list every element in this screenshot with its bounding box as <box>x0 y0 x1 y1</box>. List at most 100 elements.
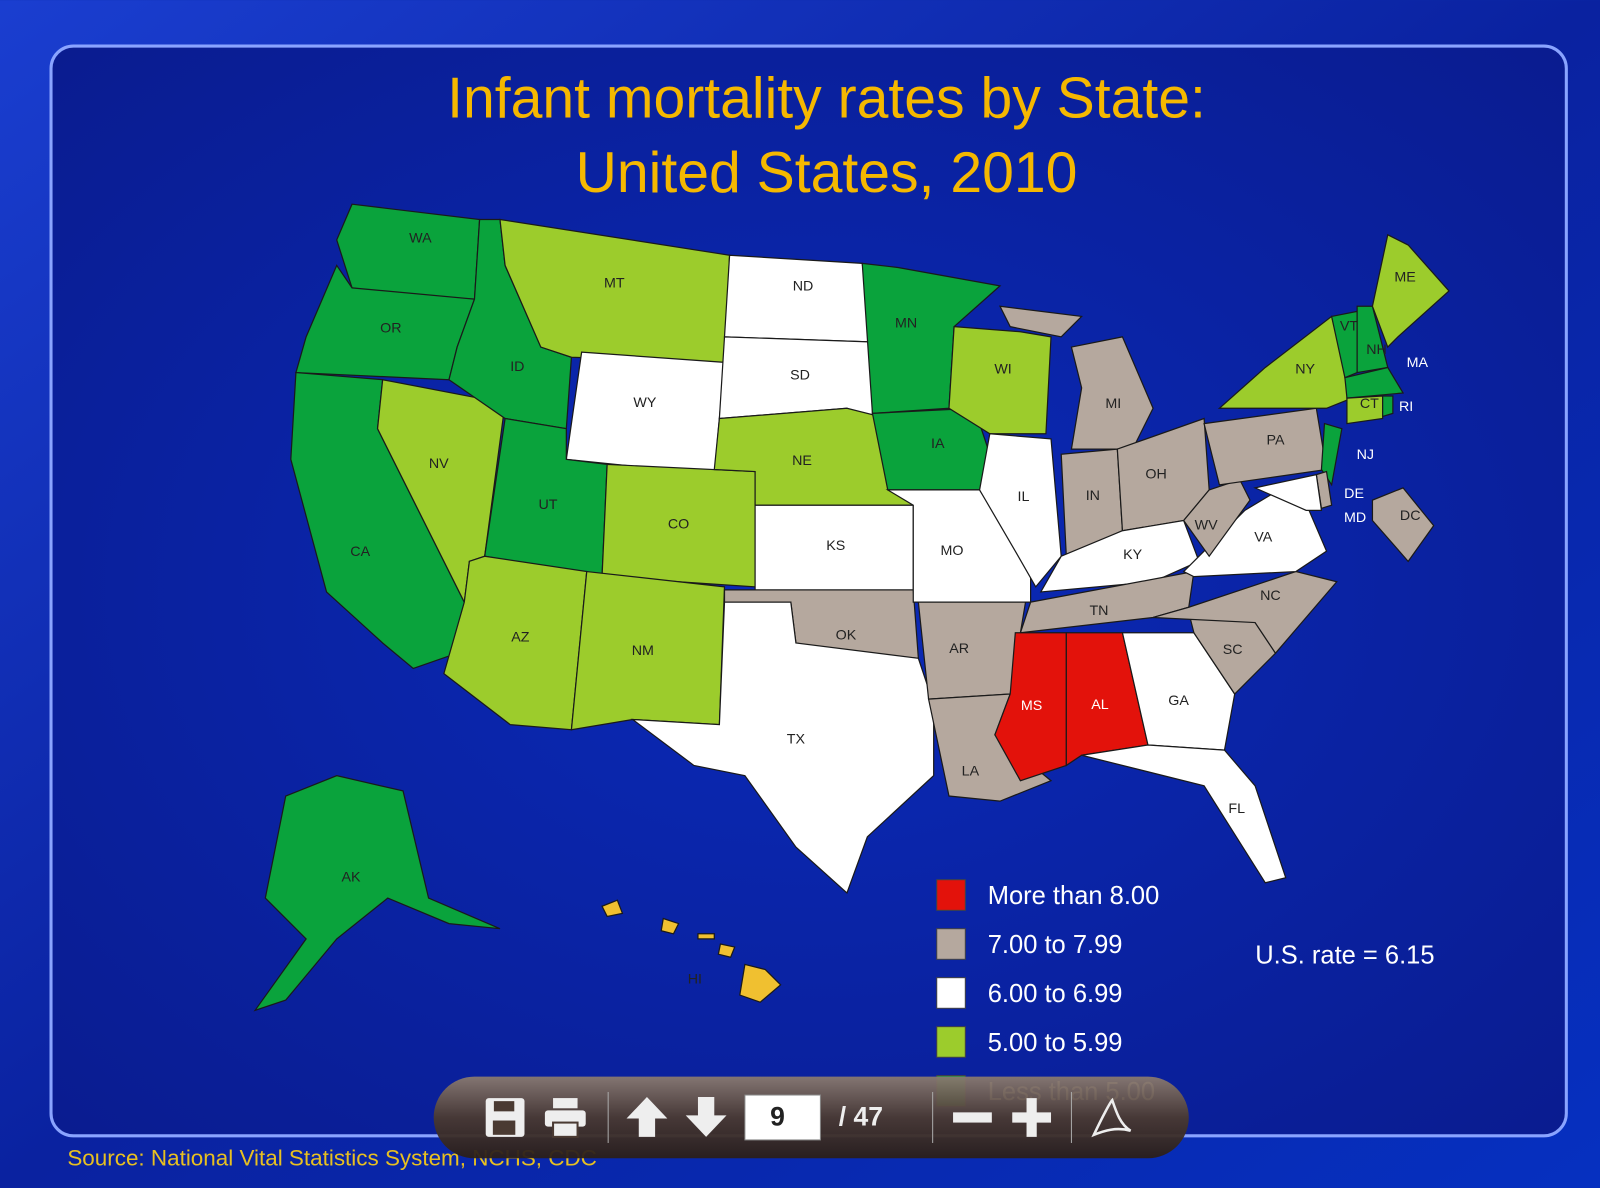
state-label: IN <box>1086 488 1100 504</box>
state-shape <box>565 351 726 476</box>
pdf-button[interactable] <box>1091 1097 1132 1138</box>
state-label: NY <box>1295 361 1315 377</box>
state-shape <box>1121 632 1236 751</box>
state-shape <box>1344 366 1405 399</box>
state-label: GA <box>1168 693 1189 709</box>
state-shape <box>1182 478 1251 558</box>
zoom-out-button[interactable] <box>953 1112 992 1123</box>
page-total: / 47 <box>839 1102 883 1132</box>
state-label: ME <box>1394 269 1415 285</box>
state-shape <box>1081 744 1287 884</box>
state-label: MN <box>895 315 917 331</box>
state-label: UT <box>538 497 557 513</box>
state-label: NH <box>1366 342 1387 358</box>
state-label: WY <box>633 395 656 411</box>
state-label: MT <box>604 276 625 292</box>
state-shape <box>1320 422 1343 487</box>
state-shape <box>336 203 481 300</box>
page-input[interactable] <box>744 1094 821 1141</box>
state-label: DC <box>1400 508 1421 524</box>
state-label: ND <box>793 279 814 295</box>
state-shape <box>917 601 1027 700</box>
state-label: KS <box>826 538 845 554</box>
page-number[interactable]: 9 <box>770 1102 785 1132</box>
state-label: IL <box>1018 489 1030 505</box>
state-label: TN <box>1089 603 1108 619</box>
state-shape <box>1152 570 1338 655</box>
prev-page-button[interactable] <box>626 1097 668 1137</box>
zoom-in-button[interactable] <box>1012 1098 1052 1137</box>
state-label: OK <box>836 628 857 644</box>
state-label: MD <box>1344 510 1366 526</box>
save-button[interactable] <box>485 1098 525 1137</box>
state-shape <box>1346 395 1384 425</box>
legend-swatch <box>936 928 966 960</box>
state-label: CT <box>1360 396 1379 412</box>
state-shape <box>978 433 1062 588</box>
state-label: VT <box>1340 318 1359 334</box>
state-label: FL <box>1228 801 1245 817</box>
state-label: NJ <box>1357 447 1374 463</box>
state-shape <box>717 943 736 958</box>
state-shape <box>601 899 624 918</box>
state-label: WI <box>994 361 1011 377</box>
state-label: WA <box>409 231 432 247</box>
toolbar: 9 / 47 <box>433 1076 1189 1159</box>
state-shape <box>697 933 715 940</box>
state-shape <box>1371 233 1450 349</box>
state-label: MA <box>1407 355 1429 371</box>
legend-swatch <box>936 879 966 911</box>
us-rate-note: U.S. rate = 6.15 <box>1255 941 1434 969</box>
state-label: NV <box>429 456 449 472</box>
title-line: United States, 2010 <box>576 141 1078 205</box>
state-label: LA <box>962 763 980 779</box>
state-label: OR <box>380 320 401 336</box>
state-label: WV <box>1195 517 1218 533</box>
state-label: MS <box>1021 698 1042 714</box>
state-label: RI <box>1399 399 1413 415</box>
state-shape <box>1371 487 1435 563</box>
state-label: AL <box>1091 697 1109 713</box>
state-label: SC <box>1223 642 1243 658</box>
legend-label: 7.00 to 7.99 <box>988 931 1123 959</box>
state-label: KY <box>1123 547 1143 563</box>
state-label: CO <box>668 516 689 532</box>
us-map: WA OR CA NV ID MT WY UT CO AZ NM ND SD NE KS OK TX MN IA MO… <box>253 203 1450 1012</box>
state-label: AR <box>949 641 969 657</box>
state-label: NE <box>792 453 812 469</box>
legend-swatch <box>936 1026 966 1058</box>
state-label: IA <box>931 436 945 452</box>
state-label: PA <box>1267 433 1285 449</box>
state-label: HI <box>688 971 702 987</box>
state-shape <box>630 601 935 895</box>
legend-label: More than 8.00 <box>988 882 1160 910</box>
state-label: CA <box>350 544 370 560</box>
state-label: VA <box>1254 530 1272 546</box>
state-shape <box>739 963 782 1003</box>
state-label: OH <box>1145 466 1166 482</box>
state-label: MI <box>1105 396 1121 412</box>
print-button[interactable] <box>544 1098 586 1138</box>
state-shape <box>253 774 501 1012</box>
state-shape <box>660 917 680 935</box>
legend-label: 6.00 to 6.99 <box>988 980 1123 1008</box>
legend-swatch <box>936 977 966 1009</box>
title-line: Infant mortality rates by State: <box>447 66 1206 130</box>
state-shape <box>723 254 874 343</box>
state-shape <box>1253 473 1323 511</box>
state-label: ID <box>510 359 524 375</box>
state-label: SD <box>790 367 810 383</box>
state-label: NM <box>632 643 654 659</box>
state-label: TX <box>787 732 806 748</box>
state-label: MO <box>941 543 964 559</box>
state-shape <box>948 325 1052 435</box>
next-page-button[interactable] <box>685 1097 727 1137</box>
state-shape <box>1382 395 1394 418</box>
state-shape <box>998 305 1083 338</box>
state-label: NC <box>1260 588 1281 604</box>
state-label: AZ <box>511 630 530 646</box>
legend-label: 5.00 to 5.99 <box>988 1029 1123 1057</box>
state-label: AK <box>342 869 362 885</box>
state-label: DE <box>1344 486 1364 502</box>
